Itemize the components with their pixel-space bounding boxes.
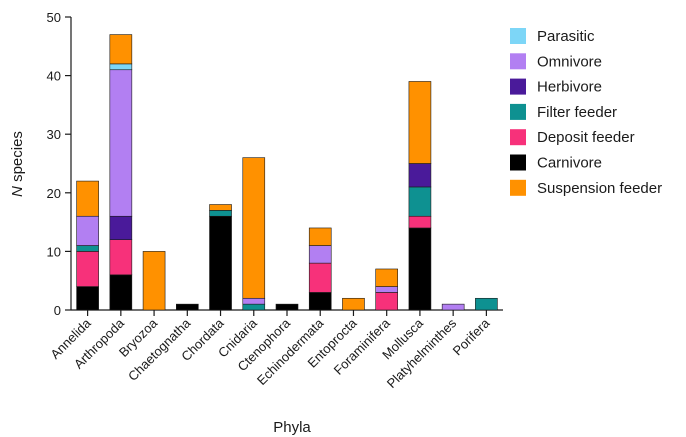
legend-swatch-parasitic xyxy=(510,28,526,44)
bar-chaetognatha-carnivore xyxy=(176,303,199,311)
y-tick-label: 20 xyxy=(47,186,61,201)
bar-porifera-filter-feeder xyxy=(475,297,498,311)
bar-chordata-carnivore xyxy=(209,215,232,311)
bar-arthropoda-herbivore xyxy=(109,215,133,240)
bar-foraminifera-suspension-feeder xyxy=(375,268,398,287)
bar-arthropoda-deposit-feeder xyxy=(109,239,133,276)
legend-label-parasitic: Parasitic xyxy=(537,28,595,45)
y-axis: 0 10 20 30 40 50 xyxy=(47,10,72,318)
legend-label-omnivore: Omnivore xyxy=(537,53,602,70)
bar-arthropoda-carnivore xyxy=(109,274,133,311)
bar-mollusca-filter-feeder xyxy=(408,186,432,217)
legend-swatch-suspension-feeder xyxy=(510,179,526,196)
legend-swatch-filter-feeder xyxy=(510,103,526,120)
legend-label-filter-feeder: Filter feeder xyxy=(537,104,617,121)
bar-annelida-carnivore xyxy=(76,286,99,311)
bar-arthropoda-suspension-feeder xyxy=(109,34,133,65)
x-tick-label-porifera: Porifera xyxy=(450,315,493,358)
bar-annelida-omnivore xyxy=(76,215,99,246)
y-tick-label: 40 xyxy=(47,69,61,84)
legend-label-carnivore: Carnivore xyxy=(537,155,602,172)
bar-cnidaria-filter-feeder xyxy=(242,303,266,311)
bar-ctenophora-carnivore xyxy=(275,303,299,311)
bar-chordata-suspension-feeder xyxy=(209,204,232,211)
bar-cnidaria-omnivore xyxy=(242,297,266,305)
y-tick-label: 50 xyxy=(47,10,61,25)
legend-label-suspension-feeder: Suspension feeder xyxy=(537,180,662,197)
bar-cnidaria-suspension-feeder xyxy=(242,157,266,299)
y-axis-title-italic: N xyxy=(9,186,26,197)
bar-echinodermata-deposit-feeder xyxy=(308,262,332,293)
legend-swatch-herbivore xyxy=(510,78,526,95)
legend-label-deposit-feeder: Deposit feeder xyxy=(537,129,635,146)
bar-arthropoda-omnivore xyxy=(109,69,133,217)
bar-entoprocta-suspension-feeder xyxy=(342,297,365,311)
bar-mollusca-carnivore xyxy=(408,227,432,311)
bar-foraminifera-omnivore xyxy=(375,286,398,293)
legend-swatch-carnivore xyxy=(510,154,526,171)
bars xyxy=(76,34,498,311)
y-tick-label: 30 xyxy=(47,127,61,142)
bar-echinodermata-omnivore xyxy=(308,245,332,264)
bar-annelida-filter-feeder xyxy=(76,245,99,252)
y-tick-label: 10 xyxy=(47,244,61,259)
x-axis-title: Phyla xyxy=(273,419,311,436)
legend-swatch-deposit-feeder xyxy=(510,129,526,146)
bar-annelida-suspension-feeder xyxy=(76,180,99,217)
y-axis-title: N species xyxy=(9,131,26,197)
bar-platyhelminthes-omnivore xyxy=(441,303,465,311)
legend: Parasitic Omnivore Herbivore Filter feeder D… xyxy=(510,28,662,197)
bar-mollusca-deposit-feeder xyxy=(408,215,432,229)
x-axis: AnnelidaArthropodaBryozoaChaetognathaCho… xyxy=(47,309,503,391)
bar-mollusca-suspension-feeder xyxy=(408,81,432,164)
bar-chordata-filter-feeder xyxy=(209,210,232,217)
legend-label-herbivore: Herbivore xyxy=(537,79,602,96)
legend-swatch-omnivore xyxy=(510,53,526,70)
bar-annelida-deposit-feeder xyxy=(76,251,99,287)
y-tick-label: 0 xyxy=(54,303,61,318)
y-axis-title-rest: species xyxy=(9,131,26,186)
bar-bryozoa-suspension-feeder xyxy=(142,251,166,311)
bar-echinodermata-suspension-feeder xyxy=(308,227,332,246)
bar-arthropoda-parasitic xyxy=(109,63,133,71)
bar-echinodermata-carnivore xyxy=(308,292,332,311)
bar-mollusca-herbivore xyxy=(408,163,432,188)
bar-foraminifera-deposit-feeder xyxy=(375,292,398,311)
